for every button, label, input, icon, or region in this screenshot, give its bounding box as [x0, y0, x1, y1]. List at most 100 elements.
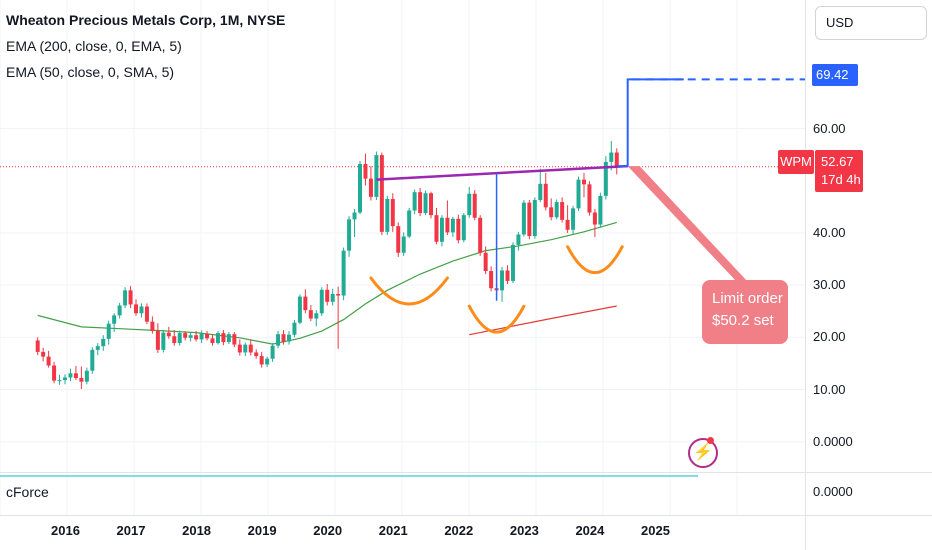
candle-body: [205, 333, 210, 339]
candle: [609, 141, 614, 171]
candle: [549, 198, 554, 221]
candle-body: [571, 208, 576, 230]
candle-body: [106, 323, 111, 339]
candle-body: [549, 207, 554, 218]
candle: [90, 347, 95, 374]
candle: [41, 347, 46, 362]
candle: [467, 186, 472, 218]
time-tick-label: 2025: [641, 523, 670, 538]
candle-body: [248, 344, 253, 353]
candle: [445, 200, 450, 235]
limit-order-callout[interactable]: Limit order $50.2 set: [702, 280, 788, 344]
candle-body: [368, 178, 373, 197]
candle-body: [401, 236, 406, 253]
candle-body: [259, 356, 264, 365]
candle: [270, 343, 275, 362]
candle: [248, 339, 253, 356]
candle-body: [379, 155, 384, 232]
candle-body: [489, 271, 494, 289]
candle: [155, 323, 160, 353]
neckline-trendline: [376, 164, 628, 181]
candle: [57, 374, 62, 385]
candle: [237, 339, 242, 356]
indicator-ema-50-label[interactable]: EMA (50, close, 0, SMA, 5): [6, 64, 175, 80]
candle: [385, 195, 390, 235]
candle-body: [73, 373, 78, 379]
moving-averages: [37, 221, 617, 345]
time-tick-label: 2016: [51, 523, 80, 538]
cforce-indicator-label[interactable]: cForce: [6, 484, 49, 500]
candle: [210, 334, 215, 346]
candle-body: [281, 334, 286, 342]
candle: [390, 193, 395, 232]
candle-body: [614, 152, 619, 167]
candle-body: [84, 370, 89, 382]
chart-title: Wheaton Precious Metals Corp, 1M, NYSE: [6, 12, 286, 28]
candle-body: [95, 346, 100, 350]
candle-body: [144, 306, 149, 322]
candle: [532, 197, 537, 239]
candle-body: [314, 313, 319, 319]
candle: [243, 342, 248, 357]
candle-body: [232, 334, 237, 345]
candle: [571, 205, 576, 235]
candle: [292, 320, 297, 338]
shoulder-arc: [566, 245, 624, 275]
candle: [483, 246, 488, 275]
candle-body: [319, 289, 324, 314]
candle: [472, 190, 477, 221]
candle: [188, 332, 193, 342]
candle: [150, 316, 155, 334]
candle: [254, 349, 259, 359]
candle: [587, 181, 592, 216]
candle: [592, 208, 597, 238]
currency-selector[interactable]: USD: [815, 6, 927, 40]
candle-body: [112, 315, 117, 324]
candle: [352, 208, 357, 238]
candle: [79, 366, 84, 389]
time-tick-label: 2023: [509, 523, 539, 538]
price-tick-label: 60.00: [813, 120, 846, 136]
candle-body: [450, 218, 455, 233]
candle-body: [543, 183, 548, 208]
candle: [543, 172, 548, 211]
candle: [128, 286, 133, 309]
candle-body: [510, 244, 515, 281]
candle: [314, 310, 319, 327]
candle: [598, 192, 603, 228]
indicator-ema-200-label[interactable]: EMA (200, close, 0, EMA, 5): [6, 38, 182, 54]
time-tick-label: 2019: [247, 523, 277, 538]
candle: [161, 329, 166, 353]
candle-body: [63, 377, 67, 381]
candle-body: [123, 290, 128, 306]
candle: [52, 361, 57, 384]
candle-body: [226, 334, 231, 342]
candle: [63, 374, 67, 385]
lightning-bolt-icon[interactable]: ⚡: [688, 438, 718, 468]
time-tick-label: 2021: [378, 523, 408, 538]
candle: [347, 216, 352, 257]
candle-body: [439, 217, 444, 242]
candle-body: [215, 333, 220, 344]
candle-body: [560, 202, 565, 220]
shoulder-arc: [467, 304, 526, 334]
candle-body: [172, 336, 177, 344]
candle-body: [35, 340, 40, 352]
candle: [603, 156, 608, 200]
candle-body: [194, 335, 199, 340]
target-projection-line: [617, 78, 684, 168]
candle-body: [117, 305, 122, 316]
candle-body: [297, 296, 302, 323]
candle-body: [461, 215, 466, 241]
candle: [134, 299, 139, 316]
candle: [527, 200, 532, 240]
candle: [199, 330, 204, 344]
cforce-axis-label: 0.0000: [813, 484, 853, 499]
candle: [226, 332, 231, 345]
candle: [336, 286, 341, 349]
candle: [330, 288, 335, 306]
candle-body: [90, 349, 95, 371]
candle-body: [41, 351, 46, 357]
candle-body: [467, 193, 472, 216]
